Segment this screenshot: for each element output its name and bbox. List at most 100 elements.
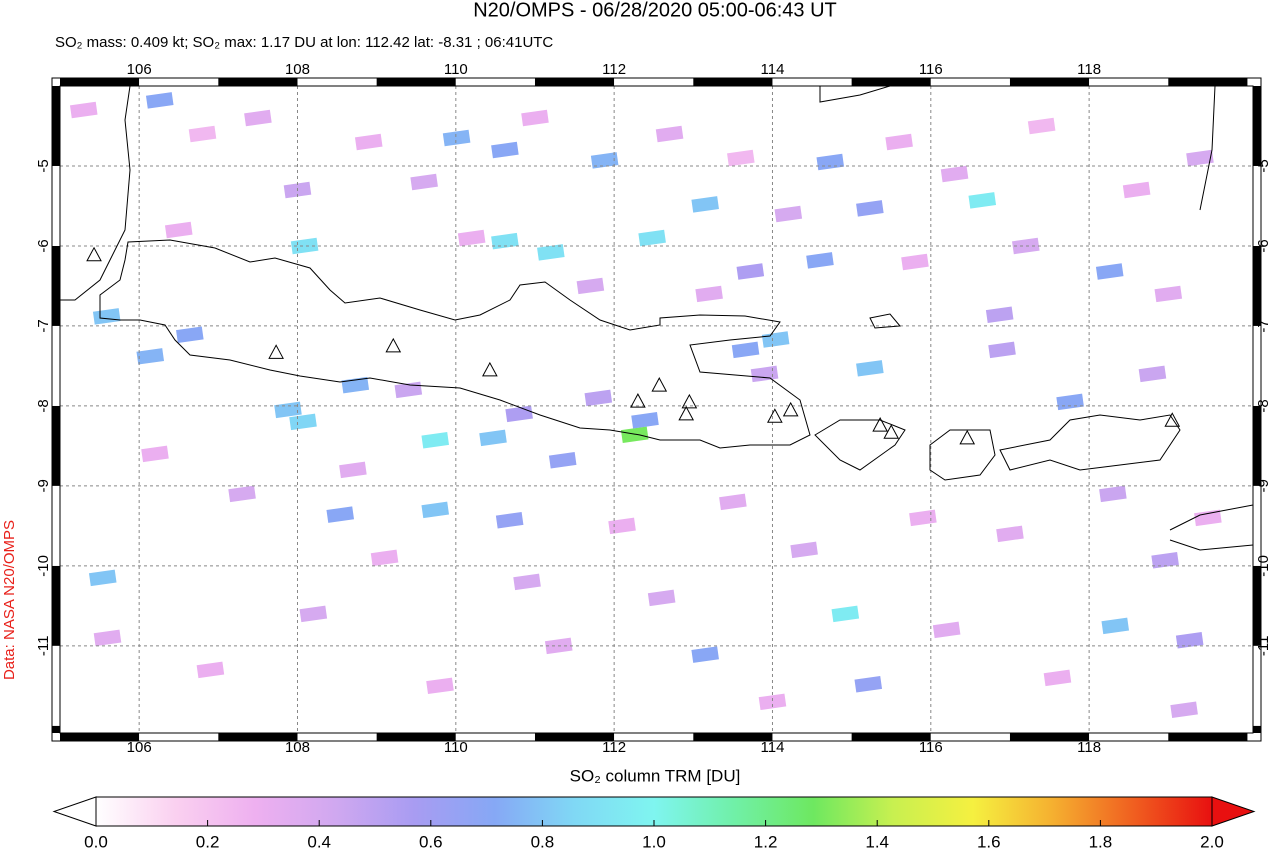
frame-band xyxy=(52,645,60,726)
x-tick-label-bottom: 112 xyxy=(602,739,626,756)
so2-pixel xyxy=(1194,509,1222,527)
y-tick-label-left: -6 xyxy=(35,239,52,252)
frame-band xyxy=(534,78,615,86)
so2-pixel xyxy=(691,196,719,213)
x-tick-label-top: 110 xyxy=(444,61,468,78)
frame-band xyxy=(52,245,60,326)
x-tick-label-top: 108 xyxy=(285,61,310,78)
credit: Data: NASA N20/OMPS xyxy=(1,520,18,680)
colorbar-tick-label: 1.2 xyxy=(754,832,778,851)
coast-java xyxy=(99,239,811,449)
frame-band xyxy=(930,733,1010,741)
frame-band xyxy=(60,78,140,86)
y-tick-label-left: -5 xyxy=(35,159,52,172)
so2-pixel xyxy=(1186,149,1214,167)
so2-pixel xyxy=(426,677,454,695)
so2-pixel xyxy=(370,549,399,567)
so2-pixel xyxy=(831,605,860,623)
frame-band xyxy=(297,733,377,741)
frame-band xyxy=(851,78,931,86)
so2-pixel xyxy=(620,426,649,443)
frame-band xyxy=(534,733,615,741)
frame-band xyxy=(1253,405,1261,486)
so2-pixel xyxy=(691,646,719,663)
colorbar-tick-label: 0.8 xyxy=(531,832,555,851)
colorbar-over xyxy=(1211,796,1256,827)
colorbar-label: SO₂ column TRM [DU] xyxy=(570,766,741,785)
so2-pixel xyxy=(1099,485,1127,503)
frame xyxy=(51,77,1262,742)
frame-band xyxy=(1009,733,1090,741)
so2-pixel xyxy=(442,129,471,147)
so2-pixel xyxy=(1012,237,1040,255)
volcano xyxy=(959,429,976,445)
volcano xyxy=(681,393,698,409)
volcano xyxy=(883,424,900,439)
so2-pixel xyxy=(638,229,666,247)
so2-pixel xyxy=(164,221,193,239)
frame-band xyxy=(218,733,298,741)
frame-band xyxy=(1253,485,1261,566)
x-tick-label-bottom: 116 xyxy=(919,739,943,756)
frame-band xyxy=(139,733,219,741)
so2-pixel xyxy=(1138,365,1167,383)
colorbar-tick-label: 0.0 xyxy=(84,832,108,851)
frame-band xyxy=(693,733,773,741)
colorbar: 0.0 0.2 0.4 0.6 0.8 1.0 1.2 1.4 1.6 1.8 2.0 xyxy=(52,796,1256,851)
so2-pixel xyxy=(421,432,450,449)
frame-band xyxy=(1168,733,1248,741)
frame-band xyxy=(851,733,931,741)
frame-band xyxy=(1253,565,1261,646)
frame-band xyxy=(52,86,60,166)
so2-pixel xyxy=(856,200,884,217)
colorbar-tick-label: 1.0 xyxy=(642,832,666,851)
frame-band xyxy=(139,78,219,86)
frame-band xyxy=(1253,725,1261,733)
so2-pixel xyxy=(1095,263,1124,280)
so2-pixel xyxy=(136,348,165,365)
frame-band xyxy=(52,405,60,486)
x-tick-label-bottom: 108 xyxy=(285,739,310,756)
frame-band xyxy=(52,725,60,733)
so2-pixel xyxy=(1175,631,1204,649)
frame-band xyxy=(376,733,456,741)
so2-pixel xyxy=(631,412,659,429)
frame-band xyxy=(772,733,852,741)
so2-pixel xyxy=(576,277,605,295)
so2-pixel xyxy=(1043,669,1072,687)
frame-band xyxy=(1253,325,1261,406)
plot-area xyxy=(60,86,1253,733)
so2-pixel xyxy=(228,485,256,503)
so2-pixel xyxy=(196,661,225,679)
frame-band xyxy=(1168,78,1248,86)
coast-sumbawa xyxy=(999,414,1181,471)
so2-pixel xyxy=(421,501,450,519)
frame-band xyxy=(52,565,60,646)
volcano xyxy=(86,246,102,262)
subtitle: SO₂ mass: 0.409 kt; SO₂ max: 1.17 DU at … xyxy=(55,34,553,51)
colorbar-tick-label: 1.8 xyxy=(1089,832,1113,851)
so2-pixel xyxy=(69,101,98,119)
frame-band xyxy=(930,78,1010,86)
y-tick-label-left: -10 xyxy=(35,555,52,577)
so2-pixel xyxy=(495,512,524,529)
y-tick-label-right: -6 xyxy=(1255,239,1272,252)
frame-band xyxy=(1253,645,1261,726)
so2-pixel xyxy=(647,589,676,607)
frame-band xyxy=(60,733,140,741)
volcano xyxy=(651,377,668,392)
so2-pixel xyxy=(736,263,765,280)
colorbar-under xyxy=(52,796,97,827)
so2-pixel xyxy=(719,493,747,511)
frame-band xyxy=(772,78,852,86)
frame-band xyxy=(376,78,456,86)
so2-pixel xyxy=(750,365,779,383)
frame-border xyxy=(59,85,1254,734)
volcano xyxy=(385,337,402,353)
y-tick-label-right: -10 xyxy=(1255,555,1272,577)
frame-band xyxy=(52,325,60,406)
volcano xyxy=(630,393,646,408)
so2-pixel xyxy=(513,573,541,591)
coast-sumbawa-east xyxy=(869,85,1216,329)
